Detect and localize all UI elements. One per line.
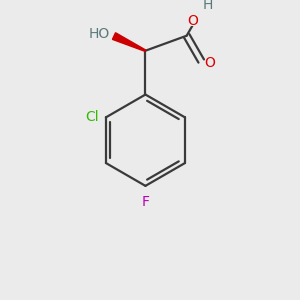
- Polygon shape: [112, 33, 146, 51]
- Text: O: O: [188, 14, 199, 28]
- Text: Cl: Cl: [85, 110, 99, 124]
- Text: HO: HO: [88, 27, 109, 41]
- Text: O: O: [204, 56, 215, 70]
- Text: H: H: [202, 0, 212, 12]
- Text: F: F: [141, 195, 149, 209]
